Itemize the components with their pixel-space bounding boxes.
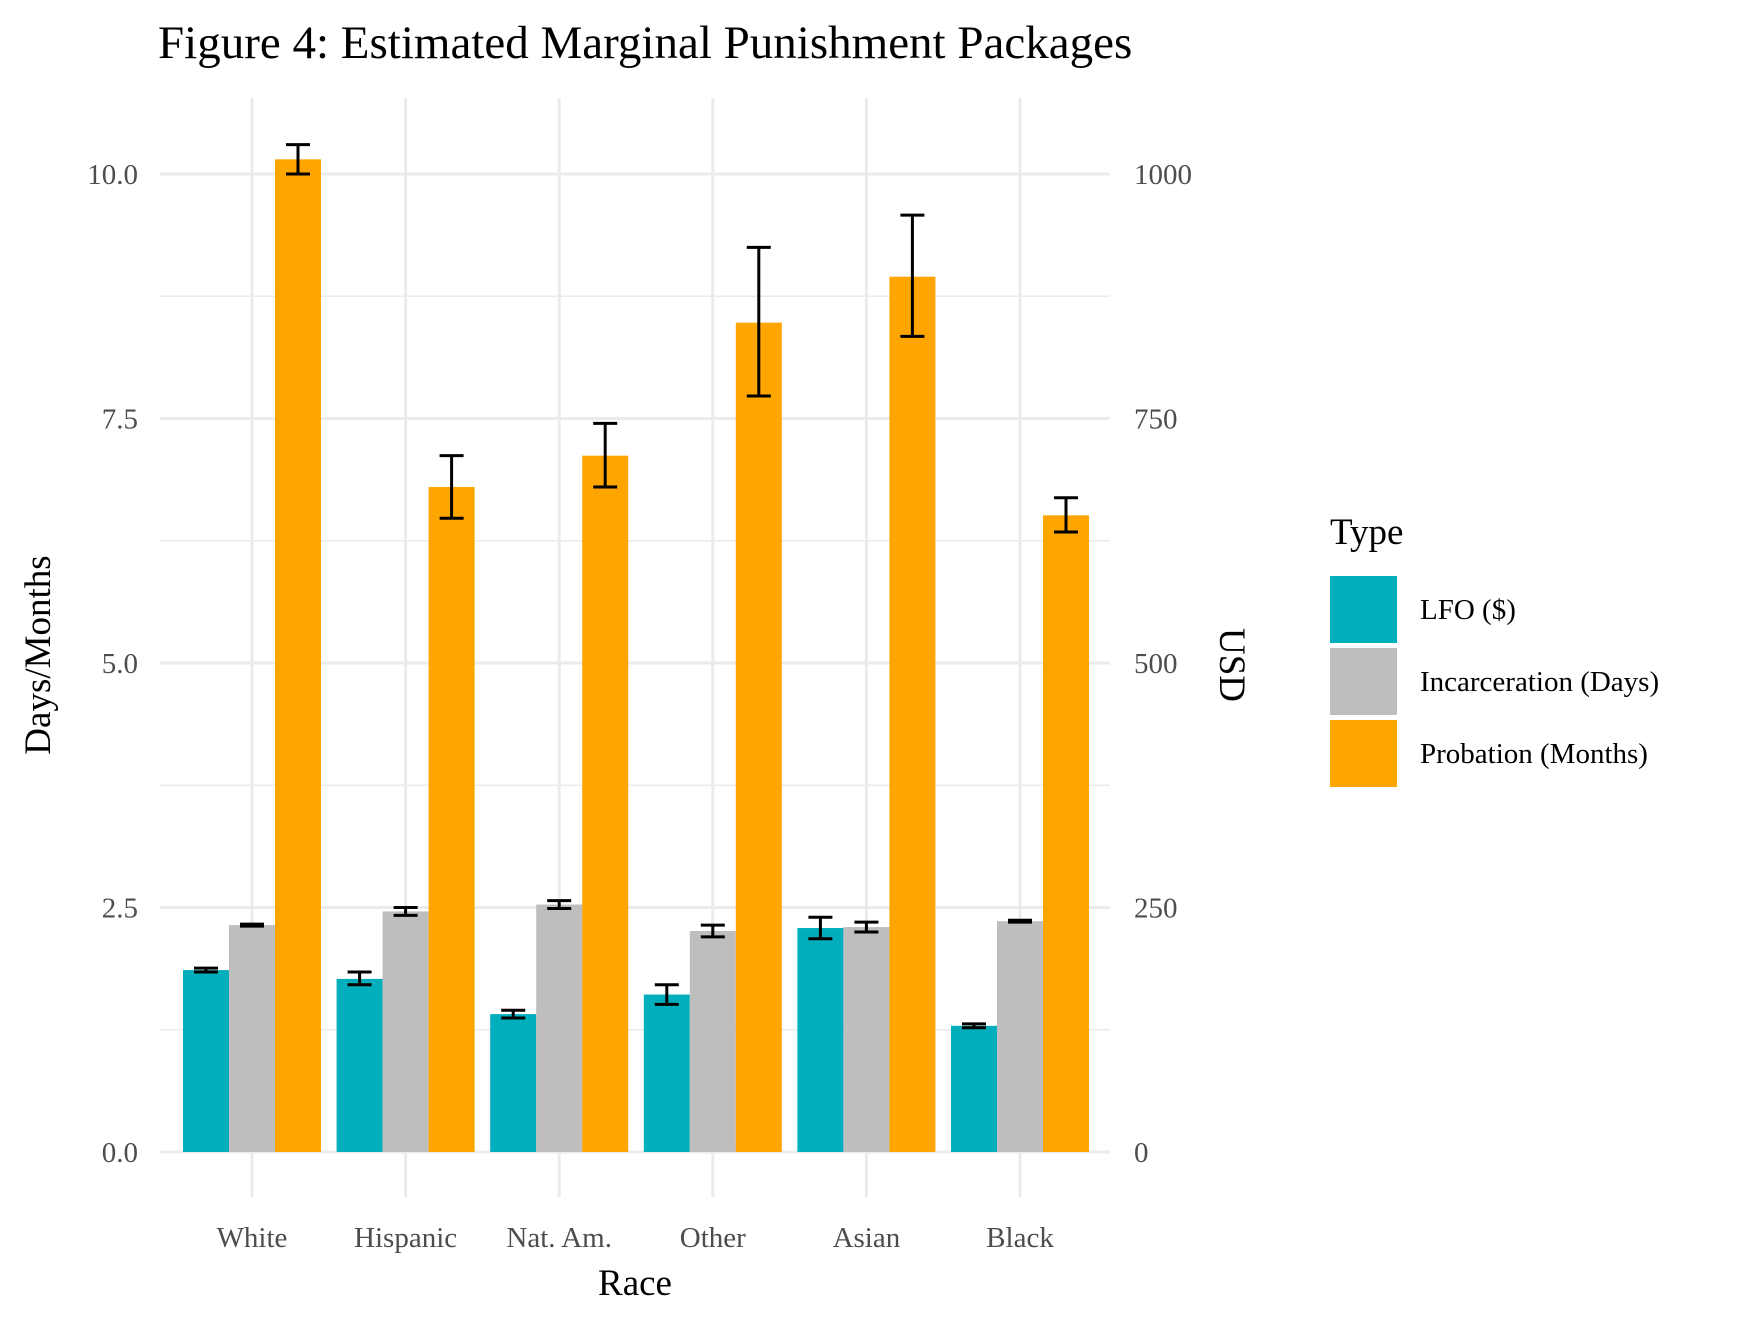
y-tick-label: 7.5 — [102, 404, 138, 436]
legend-label: Incarceration (Days) — [1420, 666, 1659, 698]
error-bar — [593, 421, 618, 489]
bar — [428, 486, 475, 1153]
error-bar — [439, 454, 464, 520]
error-bar — [393, 906, 418, 917]
bar — [735, 322, 782, 1152]
legend-swatch — [1330, 648, 1397, 715]
error-bar — [1008, 918, 1032, 924]
bar — [797, 928, 844, 1152]
x-axis-title: Race — [598, 1263, 672, 1304]
bar — [536, 904, 583, 1152]
error-bar — [854, 920, 879, 934]
y2-tick-label: 1000 — [1134, 159, 1192, 191]
error-bar — [900, 213, 925, 338]
x-tick-label: Nat. Am. — [506, 1222, 612, 1254]
y-tick-label: 2.5 — [102, 893, 138, 925]
error-bar — [347, 970, 372, 987]
bar — [183, 970, 229, 1152]
y-tick-label: 10.0 — [87, 159, 138, 191]
y2-tick-label: 250 — [1134, 893, 1178, 925]
legend-title: Type — [1330, 512, 1403, 553]
error-bar — [286, 143, 310, 176]
error-bar — [501, 1008, 526, 1020]
y2-axis-title: USD — [1211, 628, 1252, 702]
error-bar — [962, 1022, 986, 1030]
legend-swatch — [1330, 576, 1397, 643]
error-bar — [746, 245, 771, 398]
error-bars-layer — [194, 143, 1078, 1030]
legend-label: Probation (Months) — [1420, 738, 1648, 770]
bar — [997, 921, 1043, 1152]
error-bar — [808, 915, 833, 941]
bar — [1043, 515, 1089, 1152]
legend-items: LFO ($) Incarceration (Days) Probation (Mo… — [1330, 576, 1659, 787]
error-bar — [1054, 496, 1078, 534]
error-bar — [547, 899, 572, 910]
bars-layer — [183, 159, 1089, 1153]
y-axis-title: Days/Months — [18, 555, 59, 754]
y2-tick-label: 0 — [1134, 1137, 1149, 1169]
x-tick-label: Other — [680, 1222, 746, 1254]
bar — [275, 159, 321, 1152]
x-tick-label: Black — [986, 1222, 1054, 1254]
y2-tick-label: 750 — [1134, 404, 1178, 436]
legend-swatch — [1330, 720, 1397, 787]
chart-title: Figure 4: Estimated Marginal Punishment … — [158, 17, 1132, 69]
bar — [643, 994, 690, 1152]
bar — [229, 925, 275, 1152]
bar — [582, 455, 629, 1152]
bar — [490, 1014, 537, 1152]
y2-tick-label: 500 — [1134, 648, 1178, 680]
y-tick-label: 5.0 — [102, 648, 138, 680]
error-bar — [654, 983, 679, 1006]
tick-labels-layer: 0.0 2.5 5.0 7.5 10.0 0 250 500 750 1000 White Hispa… — [87, 159, 1192, 1254]
bar — [689, 930, 736, 1152]
x-tick-label: Asian — [833, 1222, 901, 1254]
y-tick-label: 0.0 — [102, 1137, 138, 1169]
error-bar — [700, 923, 725, 939]
x-tick-label: Hispanic — [354, 1222, 457, 1254]
bar — [382, 911, 429, 1152]
error-bar — [240, 922, 264, 928]
bar — [843, 927, 890, 1152]
x-tick-label: White — [217, 1222, 288, 1254]
error-bar — [194, 966, 218, 974]
legend-label: LFO ($) — [1420, 594, 1516, 626]
bar — [889, 276, 936, 1152]
legend: Type LFO ($) Incarceration (Days) Probatio… — [1330, 512, 1659, 787]
bar — [336, 978, 383, 1152]
bar — [951, 1025, 997, 1152]
